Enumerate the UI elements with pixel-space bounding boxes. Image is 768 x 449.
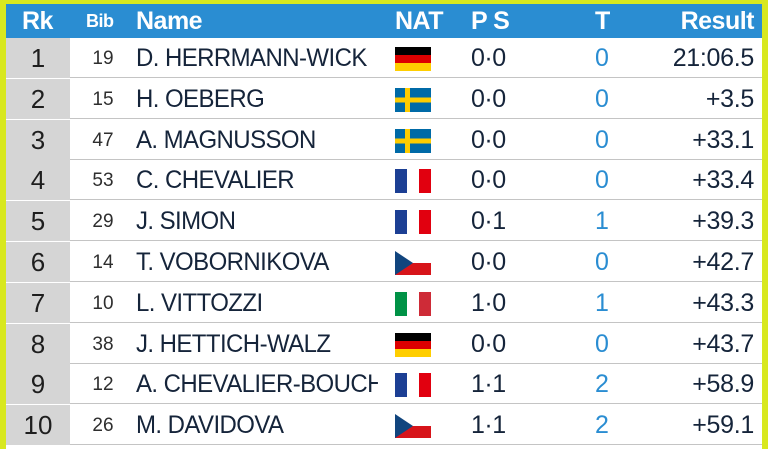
header-bib: Bib: [86, 11, 114, 31]
flag-fra-icon: [395, 373, 431, 398]
bib-cell: 15: [92, 88, 114, 110]
rank-cell: 3: [6, 119, 70, 160]
bib-cell: 53: [92, 170, 114, 192]
bib-cell: 29: [92, 211, 114, 233]
rank-cell: 5: [6, 201, 70, 242]
bib-cell: 19: [92, 48, 114, 69]
results-row: 3 47 A. MAGNUSSON 0·0 0 +33.1: [6, 119, 762, 160]
result-time: +43.3: [692, 288, 754, 317]
rank-cell: 2: [6, 78, 70, 119]
rank-cell: 10: [6, 405, 70, 446]
flag-ger-icon: [395, 47, 431, 71]
athlete-name: A. MAGNUSSON: [136, 125, 316, 154]
flag-swe-icon: [395, 128, 431, 153]
bib-cell: 14: [92, 252, 114, 273]
bib-cell: 47: [92, 129, 114, 151]
results-row: 10 26 M. DAVIDOVA 1·1 2 +59.1: [6, 405, 762, 446]
result-time: +33.4: [692, 166, 754, 195]
results-row: 2 15 H. OEBERG 0·0 0 +3.5: [6, 78, 762, 119]
total-misses: 0: [595, 44, 609, 72]
rank-cell: 1: [6, 38, 70, 78]
total-misses: 2: [595, 411, 609, 440]
rank-cell: 7: [6, 282, 70, 323]
bib-cell: 38: [92, 333, 114, 355]
result-time: +39.3: [692, 207, 754, 236]
header-rank: Rk: [22, 7, 53, 35]
athlete-name: M. DAVIDOVA: [136, 411, 284, 440]
result-time: +3.5: [705, 84, 754, 113]
athlete-name: D. HERRMANN-WICK: [136, 44, 367, 72]
header-name: Name: [136, 7, 203, 35]
flag-ger-icon: [395, 332, 431, 357]
athlete-name: T. VOBORNIKOVA: [136, 248, 329, 276]
total-misses: 0: [595, 166, 609, 195]
athlete-name: J. SIMON: [136, 207, 236, 236]
result-time: +58.9: [692, 370, 754, 399]
athlete-name: C. CHEVALIER: [136, 166, 295, 195]
athlete-name: H. OEBERG: [136, 84, 265, 113]
total-misses: 2: [595, 370, 609, 399]
total-misses: 0: [595, 84, 609, 113]
results-header: Rk Bib Name NAT P S T Result: [6, 4, 762, 38]
shooting-result: 0·0: [471, 44, 506, 72]
rank-cell: 4: [6, 160, 70, 201]
total-misses: 1: [595, 207, 609, 236]
total-misses: 0: [595, 329, 609, 358]
flag-cze-icon: [395, 251, 431, 275]
rank-cell: 8: [6, 323, 70, 364]
header-result: Result: [680, 7, 755, 35]
results-board: Rk Bib Name NAT P S T Result 1 19 D. HERRM…: [6, 4, 762, 449]
shooting-result: 1·1: [471, 370, 506, 399]
flag-swe-icon: [395, 87, 431, 112]
shooting-result: 0·0: [471, 329, 506, 358]
results-row: 1 19 D. HERRMANN-WICK 0·0 0 21:06.5: [6, 38, 762, 78]
result-time: 21:06.5: [672, 44, 755, 72]
total-misses: 0: [595, 248, 609, 276]
shooting-result: 0·0: [471, 125, 506, 154]
results-row: 5 29 J. SIMON 0·1 1 +39.3: [6, 201, 762, 242]
flag-fra-icon: [395, 210, 431, 235]
athlete-name: L. VITTOZZI: [136, 288, 263, 317]
rank-cell: 6: [6, 242, 70, 282]
shooting-result: 0·0: [471, 248, 506, 276]
total-misses: 1: [595, 288, 609, 317]
header-nat: NAT: [395, 7, 444, 35]
shooting-result: 1·1: [471, 411, 506, 440]
shooting-result: 0·0: [471, 166, 506, 195]
result-time: +33.1: [692, 125, 754, 154]
flag-fra-icon: [395, 169, 431, 194]
header-total-misses: T: [595, 7, 610, 35]
results-row: 4 53 C. CHEVALIER 0·0 0 +33.4: [6, 160, 762, 201]
flag-cze-icon: [395, 414, 431, 439]
shooting-result: 1·0: [471, 288, 506, 317]
rank-cell: 9: [6, 364, 70, 405]
shooting-result: 0·0: [471, 84, 506, 113]
results-row: 7 10 L. VITTOZZI 1·0 1 +43.3: [6, 282, 762, 323]
shooting-result: 0·1: [471, 207, 506, 236]
result-time: +59.1: [692, 411, 754, 440]
result-time: +42.7: [692, 248, 754, 276]
total-misses: 0: [595, 125, 609, 154]
athlete-name: J. HETTICH-WALZ: [136, 329, 331, 358]
result-time: +43.7: [692, 329, 754, 358]
bib-cell: 12: [92, 374, 114, 396]
header-shooting: P S: [471, 7, 510, 35]
results-row: 6 14 T. VOBORNIKOVA 0·0 0 +42.7: [6, 242, 762, 282]
flag-ita-icon: [395, 291, 431, 316]
results-row: 9 12 A. CHEVALIER-BOUCH 1·1 2 +58.9: [6, 364, 762, 405]
bib-cell: 26: [92, 415, 114, 437]
results-row: 8 38 J. HETTICH-WALZ 0·0 0 +43.7: [6, 323, 762, 364]
bib-cell: 10: [92, 292, 114, 314]
athlete-name: A. CHEVALIER-BOUCH: [136, 370, 378, 399]
